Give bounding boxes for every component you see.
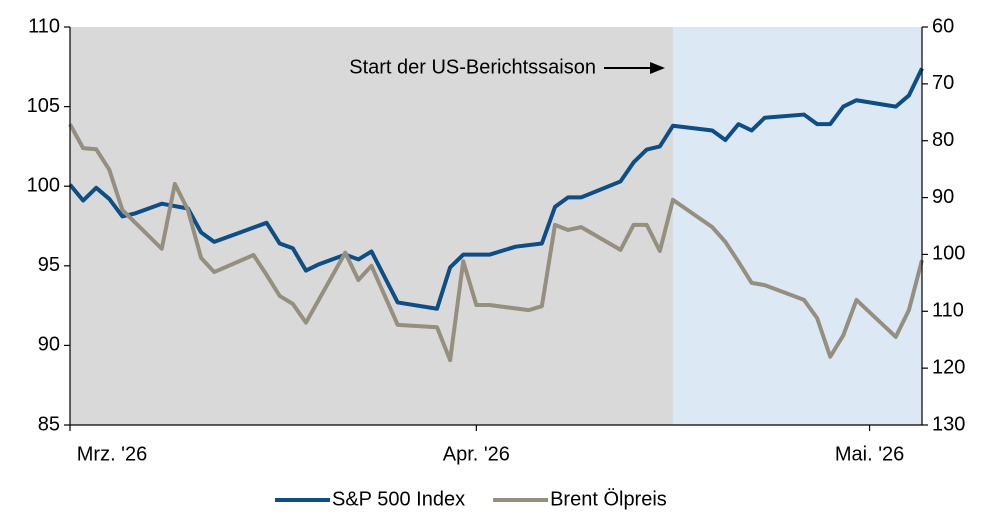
annotation: Start der US-Berichtssaison xyxy=(349,56,596,78)
x-tick-label: Mai. '26 xyxy=(835,443,904,465)
y2-tick-label: 70 xyxy=(932,72,954,94)
y2-tick-label: 80 xyxy=(932,129,954,151)
y-tick-label: 85 xyxy=(38,413,60,435)
y2-tick-label: 90 xyxy=(932,186,954,208)
y2-tick-label: 100 xyxy=(932,243,965,265)
y-tick-label: 95 xyxy=(38,254,60,276)
shaded-region xyxy=(70,27,673,425)
legend-label: S&P 500 Index xyxy=(332,488,465,510)
line-series xyxy=(68,67,924,311)
x-tick-label: Mrz. '26 xyxy=(77,443,148,465)
y-tick-label: 100 xyxy=(27,174,60,196)
annotation-arrowhead xyxy=(650,62,665,74)
shading-layer xyxy=(70,27,922,425)
y2-tick-label: 130 xyxy=(932,413,965,435)
y2-tick-label: 120 xyxy=(932,356,965,378)
y-tick-label: 105 xyxy=(27,95,60,117)
legend-label: Brent Ölpreis xyxy=(550,488,667,510)
y-tick-label: 110 xyxy=(28,15,60,37)
axes-layer: 85 90 95 100 105 110 60 70 80 90 100 110 120 130 Mrz. … xyxy=(27,15,966,510)
lines-layer xyxy=(68,67,924,363)
line-series xyxy=(68,123,924,363)
y2-tick-label: 60 xyxy=(932,15,954,37)
shaded-region xyxy=(672,27,922,425)
x-tick-label: Apr. '26 xyxy=(443,443,510,465)
y2-tick-label: 110 xyxy=(932,300,964,322)
y-tick-label: 90 xyxy=(38,334,60,356)
